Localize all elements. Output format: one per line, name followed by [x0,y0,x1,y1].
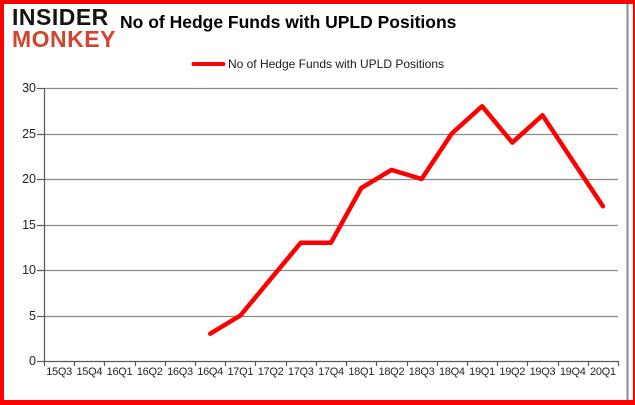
chart-title: No of Hedge Funds with UPLD Positions [120,12,457,32]
insider-monkey-logo: INSIDER MONKEY [12,4,116,52]
x-axis-tick-label: 17Q4 [318,366,344,378]
x-axis-tick-label: 16Q4 [197,366,223,378]
x-axis-tick-label: 19Q1 [469,366,495,378]
y-axis-tick-label: 10 [22,263,36,277]
x-axis-tick-label: 18Q4 [438,366,465,378]
y-axis-tick-label: 15 [22,217,36,232]
legend-line-swatch [190,62,225,66]
x-axis-tick-label: 16Q3 [167,366,193,378]
x-axis-tick-label: 18Q1 [348,366,375,378]
y-axis-tick-label: 20 [22,172,36,186]
y-axis-tick-label: 25 [22,126,36,141]
y-axis-tick-label: 30 [22,81,36,95]
y-axis-tick-label: 5 [29,308,36,323]
x-axis-tick-label: 18Q2 [378,366,405,378]
x-axis-tick-label: 16Q2 [136,366,163,378]
x-axis-tick-label: 17Q2 [257,366,284,378]
legend: No of Hedge Funds with UPLD Positions [190,57,445,71]
y-axis-tick-label: 0 [29,354,36,368]
x-axis-tick-label: 17Q3 [287,366,314,378]
x-axis-tick-label: 15Q3 [46,366,72,378]
x-axis-tick-label: 19Q4 [559,366,586,378]
x-axis-tick-label: 18Q3 [408,366,435,378]
x-axis-tick-label: 19Q2 [499,366,526,378]
x-axis-tick-label: 15Q4 [76,366,103,378]
legend-label: No of Hedge Funds with UPLD Positions [227,57,445,71]
x-axis-tick-label: 19Q3 [529,366,556,378]
x-axis-tick-label: 17Q1 [227,366,254,378]
x-axis-tick-label: 20Q1 [590,366,616,378]
x-axis-tick-label: 16Q1 [106,366,133,378]
series-line [207,103,606,336]
logo-text-monkey: MONKEY [12,26,116,52]
logo-text-insider: INSIDER [12,4,109,30]
